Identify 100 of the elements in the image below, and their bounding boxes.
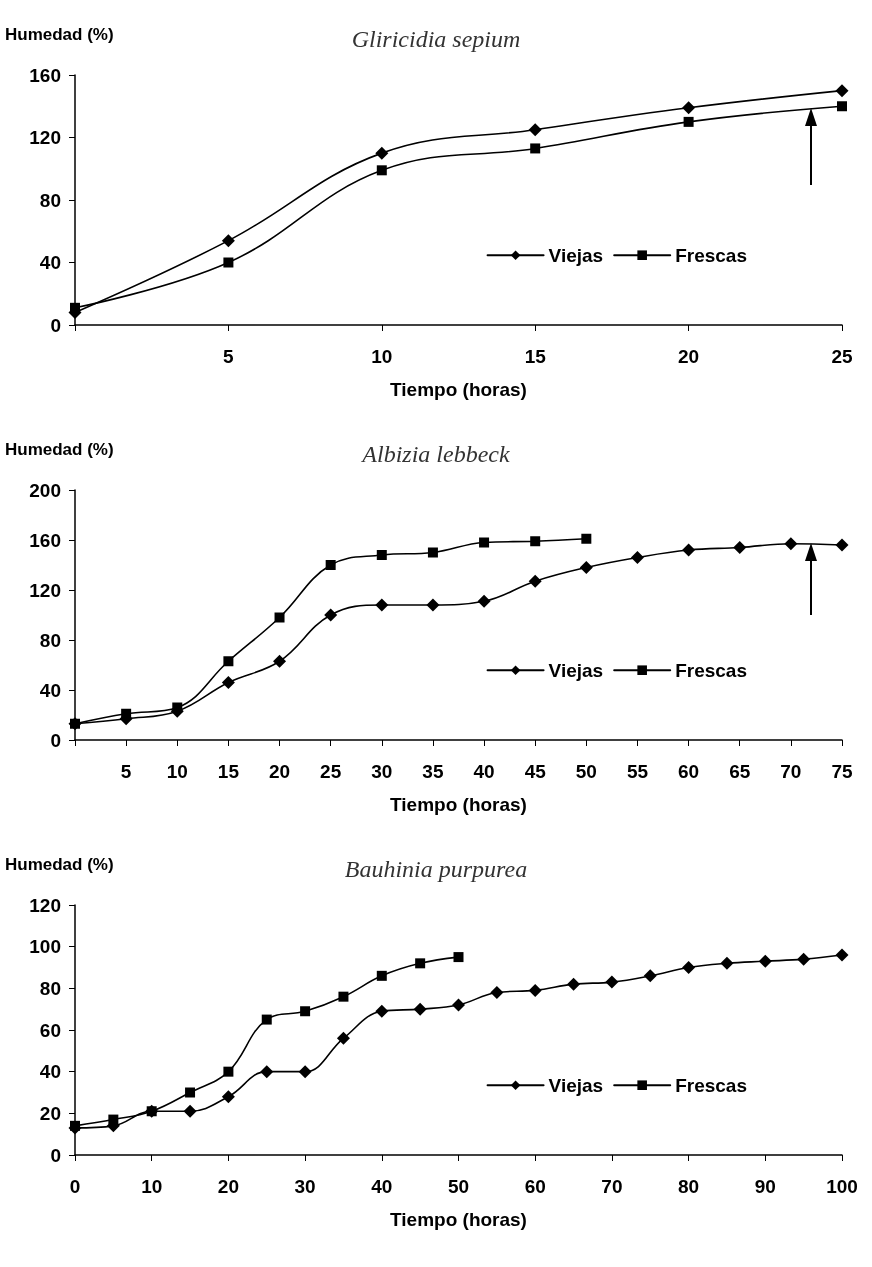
point [426,598,440,612]
point [223,1066,234,1077]
point [338,991,349,1002]
point [835,538,849,552]
point [784,537,798,551]
x-tick-label: 50 [447,1176,470,1197]
point [376,970,387,981]
x-tick-label: 10 [141,1176,163,1197]
x-tick-label: 25 [831,346,853,367]
point [260,1065,274,1079]
legend-label: Frescas [675,659,748,681]
x-tick-label: 5 [120,761,132,782]
point [376,165,387,176]
x-tick-label: 50 [575,761,597,782]
x-tick-label: 0 [69,1176,81,1197]
point [223,257,234,268]
legend-label: Frescas [675,1074,748,1096]
point [300,1006,311,1017]
point [121,708,132,719]
point [579,561,593,574]
x-tick-label: 10 [371,346,393,367]
point [274,612,285,623]
x-tick-label: 15 [217,761,240,782]
chart-title: Bauhinia purpurea [344,856,528,882]
legend-label: Frescas [675,244,748,266]
point [530,143,541,154]
y-axis-title: Humedad (%) [5,25,114,44]
y-tick-label: 80 [39,189,61,211]
point [720,956,734,970]
point [630,551,644,564]
legend-label: Viejas [548,244,604,266]
y-tick-label: 80 [39,977,61,999]
y-axis-title: Humedad (%) [5,855,114,874]
point [427,547,438,558]
point [835,948,849,962]
point [183,1104,197,1118]
x-tick-label: 45 [524,761,547,782]
point [581,533,592,544]
point [375,1004,389,1018]
point [325,560,336,570]
x-axis-title: Tiempo (horas) [390,379,527,400]
y-axis-title: Humedad (%) [5,440,114,459]
point [528,123,542,137]
x-tick-label: 10 [166,761,188,782]
x-tick-label: 20 [217,1176,239,1197]
x-tick-label: 20 [268,761,291,782]
y-tick-label: 200 [29,479,61,501]
y-tick-label: 160 [29,64,61,86]
point [490,986,504,999]
point [221,1090,235,1104]
point [797,952,811,966]
x-tick-label: 15 [524,346,547,367]
point [70,1120,80,1131]
point [376,550,387,560]
chart-title: Gliricidia sepium [351,26,521,52]
y-tick-label: 0 [50,314,61,336]
x-tick-label: 25 [320,761,342,782]
y-tick-label: 120 [29,579,61,601]
y-tick-label: 20 [39,1102,61,1124]
x-tick-label: 55 [626,761,649,782]
point [273,654,287,668]
x-tick-label: 75 [831,761,853,782]
point [835,84,849,98]
y-tick-label: 60 [39,1019,61,1041]
point [479,537,490,548]
x-axis-title: Tiempo (horas) [390,794,527,815]
x-tick-label: 65 [729,761,751,782]
point [415,958,426,969]
point [324,608,338,622]
point [413,1002,427,1016]
point [185,1087,196,1098]
x-tick-label: 5 [223,346,235,367]
point [682,961,696,974]
x-axis-title: Tiempo (horas) [390,1209,527,1230]
legend-label: Viejas [548,659,604,681]
y-tick-label: 120 [29,894,61,916]
point [643,969,657,983]
point [733,541,747,554]
x-tick-label: 40 [473,761,495,782]
point [477,594,491,608]
y-tick-label: 40 [39,679,61,701]
x-tick-label: 100 [826,1176,858,1197]
point [108,1114,119,1125]
point [605,975,619,989]
point [172,702,183,713]
y-tick-label: 100 [29,936,61,958]
point [530,536,541,547]
point [375,598,389,612]
point [528,983,542,997]
point [221,676,235,689]
y-tick-label: 40 [39,252,61,273]
point [682,543,696,557]
point [336,1031,350,1045]
point [682,101,696,115]
x-tick-label: 90 [754,1176,776,1197]
point [375,146,389,160]
point [567,977,581,991]
point [837,101,847,112]
x-tick-label: 60 [524,1176,546,1197]
chart-title: Albizia lebbeck [360,441,510,467]
